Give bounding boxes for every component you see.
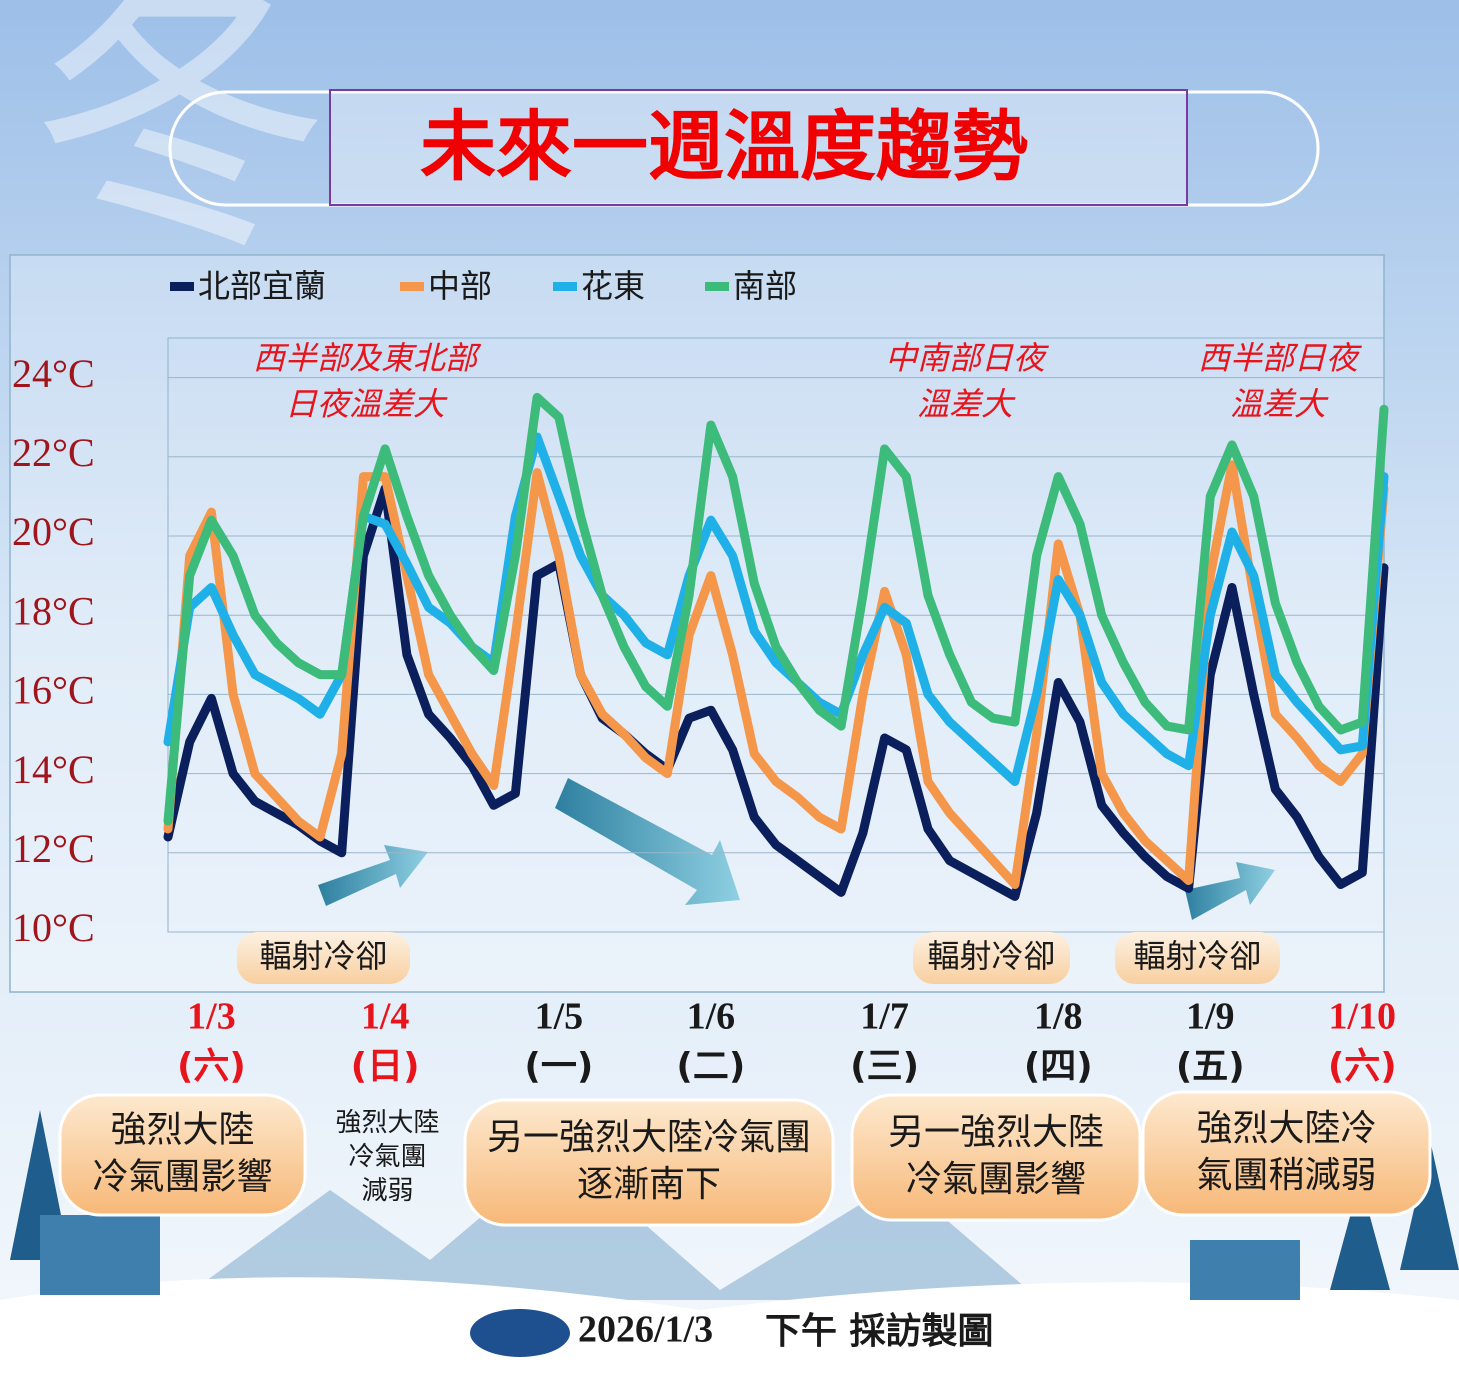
annotation: 中南部日夜: [885, 339, 1049, 377]
y-tick-label: 14°C: [12, 747, 95, 792]
x-tick-label: 1/9: [1186, 996, 1235, 1038]
condition-text: 另一強烈大陸: [888, 1112, 1104, 1153]
cooling-label: 輻射冷卻: [1133, 937, 1261, 975]
y-tick-label: 20°C: [12, 509, 95, 554]
y-tick-label: 12°C: [12, 826, 95, 871]
weekday-label: (一): [524, 1046, 593, 1087]
condition-text: 冷氣團影響: [92, 1156, 272, 1197]
cooling-label: 輻射冷卻: [927, 937, 1055, 975]
condition-text: 強烈大陸冷: [1196, 1108, 1376, 1149]
condition-box: [1141, 1090, 1432, 1217]
background-char: 冬: [30, 0, 330, 284]
annotation: 西半部及東北部: [253, 339, 482, 377]
y-tick-label: 10°C: [12, 905, 95, 950]
annotation: 日夜溫差大: [285, 385, 448, 423]
x-tick-label: 1/4: [361, 996, 410, 1038]
legend-marker: [400, 282, 424, 291]
condition-text: 氣團稍減弱: [1196, 1155, 1376, 1196]
legend-label: 北部宜蘭: [198, 267, 326, 305]
series-line: [163, 432, 1389, 786]
cooling-pill: [237, 932, 410, 984]
legend-marker: [705, 282, 729, 291]
cooling-pill: [913, 932, 1070, 984]
house: [40, 1215, 160, 1295]
y-tick-label: 24°C: [12, 351, 95, 396]
condition-box: [850, 1093, 1142, 1222]
condition-text: 強烈大陸: [335, 1108, 439, 1138]
weekday-label: (二): [676, 1046, 745, 1087]
weekday-label: (三): [850, 1046, 919, 1087]
logo: [470, 1309, 570, 1357]
condition-text: 另一強烈大陸冷氣團: [487, 1117, 811, 1158]
x-tick-label: 1/7: [860, 996, 909, 1038]
footer-text: 下午 採訪製圖: [765, 1311, 994, 1352]
x-tick-label: 1/8: [1034, 996, 1083, 1038]
snow-ground: [0, 1277, 1459, 1395]
y-tick-label: 16°C: [12, 668, 95, 713]
legend-label: 中部: [428, 267, 492, 305]
title-box: [329, 89, 1188, 206]
condition-text: 逐漸南下: [577, 1164, 721, 1205]
chart-title: 未來一週溫度趨勢: [420, 102, 1028, 191]
x-tick-label: 1/6: [687, 996, 736, 1038]
x-tick-label: 1/3: [187, 996, 236, 1038]
cooling-pill: [1115, 932, 1280, 984]
plot: 10°C 12°C 14°C 16°C 18°C 20°C 22°C 24°C 北部宜蘭 中部 花東…: [12, 267, 1432, 1227]
series-line: [163, 484, 1389, 901]
trend-arrow: [1185, 862, 1275, 920]
series-line: [163, 392, 1389, 826]
legend-marker: [553, 282, 577, 291]
trend-arrow: [555, 778, 740, 905]
weekday-label: (六): [177, 1046, 246, 1087]
annotation: 溫差大: [917, 385, 1016, 423]
condition-box: [58, 1093, 307, 1217]
trend-arrow: [318, 845, 428, 906]
weekday-label: (六): [1328, 1046, 1397, 1087]
x-tick-label: 1/5: [535, 996, 584, 1038]
condition-text: 冷氣團影響: [906, 1159, 1086, 1200]
weekday-label: (四): [1024, 1046, 1093, 1087]
legend-label: 花東: [581, 267, 645, 305]
x-tick-label: 1/10: [1329, 996, 1397, 1038]
y-tick-label: 18°C: [12, 588, 95, 633]
cooling-label: 輻射冷卻: [259, 937, 387, 975]
condition-box: [463, 1098, 835, 1227]
footer-date: 2026/1/3: [578, 1309, 713, 1351]
condition-text: 減弱: [361, 1176, 413, 1206]
series-line: [163, 460, 1389, 889]
legend-label: 南部: [733, 267, 797, 305]
annotation: 西半部日夜: [1198, 339, 1362, 377]
legend-marker: [170, 282, 194, 291]
annotation: 溫差大: [1230, 385, 1329, 423]
house: [1190, 1240, 1300, 1300]
weekday-label: (五): [1176, 1046, 1245, 1087]
condition-text: 冷氣團: [348, 1142, 426, 1172]
condition-text: 強烈大陸: [110, 1110, 254, 1151]
weekday-label: (日): [351, 1046, 420, 1087]
y-tick-label: 22°C: [12, 430, 95, 475]
